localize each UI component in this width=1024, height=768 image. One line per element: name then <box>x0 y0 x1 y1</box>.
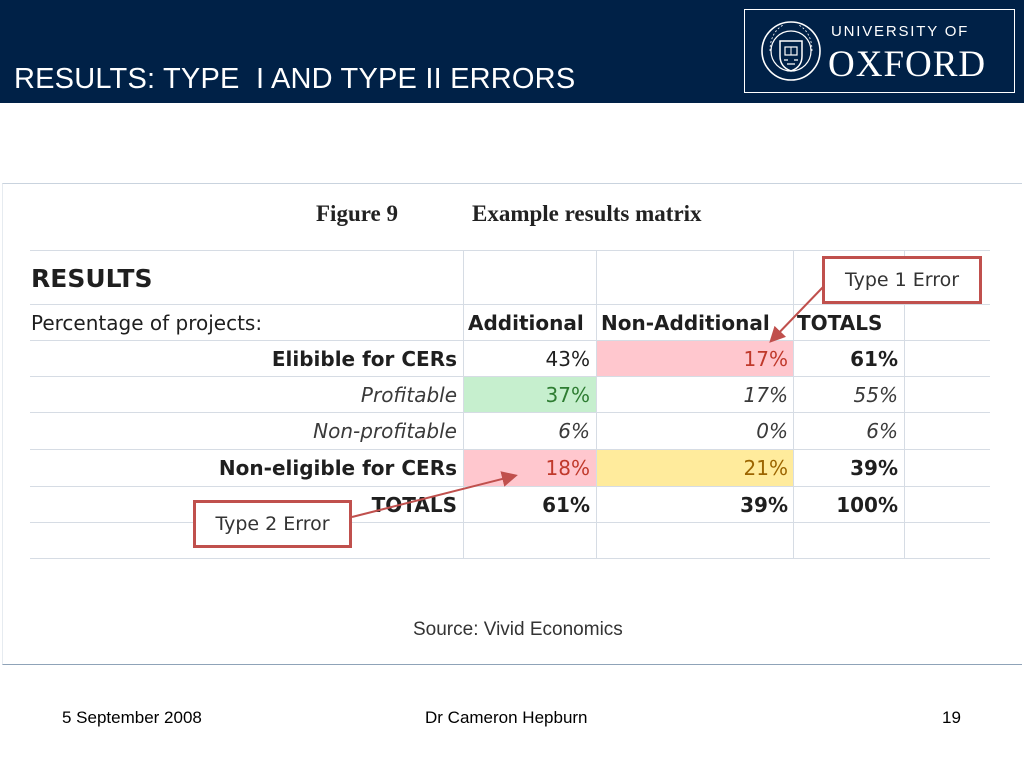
table-cell: 21% <box>743 456 788 480</box>
type1-arrow <box>769 285 825 343</box>
non-eligible-non-additional-cell-fill <box>597 450 793 486</box>
grid-line <box>30 304 990 305</box>
row-label-profitable: Profitable <box>360 383 457 407</box>
type2-error-value: 18% <box>545 456 590 480</box>
grid-line <box>596 250 597 558</box>
grid-line <box>463 250 464 558</box>
table-subtitle: Percentage of projects: <box>31 311 263 335</box>
footer-date: 5 September 2008 <box>62 708 202 727</box>
table-cell: 39% <box>850 456 898 480</box>
row-label-eligible: Elibible for CERs <box>271 347 457 371</box>
grid-line <box>793 250 794 558</box>
table-cell: 0% <box>756 419 788 443</box>
page-number: 19 <box>942 708 961 727</box>
profitable-additional-cell-fill <box>464 377 596 413</box>
table-cell: 61% <box>850 347 898 371</box>
grid-line <box>30 250 990 251</box>
type2-error-cell-fill <box>464 450 596 486</box>
logo-university-text: UNIVERSITY OF <box>831 23 970 40</box>
type1-error-callout: Type 1 Error <box>822 256 982 304</box>
oxford-crest-icon <box>761 21 821 81</box>
type1-error-cell-fill <box>597 341 793 377</box>
grid-line <box>904 250 905 558</box>
row-label-non-profitable: Non-profitable <box>313 419 457 443</box>
grid-line <box>30 340 990 341</box>
figure-label: Figure 9 <box>316 201 398 226</box>
logo-oxford-text: OXFORD <box>828 44 987 85</box>
grid-line <box>30 522 990 523</box>
table-cell: 17% <box>743 383 788 407</box>
oxford-logo: UNIVERSITY OF OXFORD <box>744 9 1015 93</box>
grid-line <box>30 412 990 413</box>
type1-error-value: 17% <box>743 347 788 371</box>
table-cell: 61% <box>542 493 590 517</box>
row-label-totals: TOTALS <box>371 493 457 517</box>
table-cell: 6% <box>866 419 898 443</box>
grid-line <box>30 558 990 559</box>
grid-line <box>30 449 990 450</box>
table-cell: 39% <box>740 493 788 517</box>
column-header-non-additional: Non-Additional <box>601 311 770 335</box>
figure-caption: Example results matrix <box>472 201 702 226</box>
type2-arrow <box>351 471 518 518</box>
table-cell: 100% <box>836 493 898 517</box>
row-label-non-eligible: Non-eligible for CERs <box>218 456 457 480</box>
type2-error-callout: Type 2 Error <box>193 500 352 548</box>
grid-line <box>30 376 990 377</box>
column-header-totals: TOTALS <box>797 311 883 335</box>
footer-author: Dr Cameron Hepburn <box>425 708 588 727</box>
column-header-additional: Additional <box>468 311 584 335</box>
figure-source: Source: Vivid Economics <box>413 619 623 640</box>
table-cell: 37% <box>545 383 590 407</box>
slide-title: RESULTS: TYPE I AND TYPE II ERRORS <box>14 63 576 95</box>
results-title: RESULTS <box>31 264 153 293</box>
table-cell: 55% <box>853 383 898 407</box>
table-cell: 43% <box>545 347 590 371</box>
slide-header: RESULTS: TYPE I AND TYPE II ERRORS UNIVE… <box>0 0 1024 103</box>
table-cell: 6% <box>558 419 590 443</box>
